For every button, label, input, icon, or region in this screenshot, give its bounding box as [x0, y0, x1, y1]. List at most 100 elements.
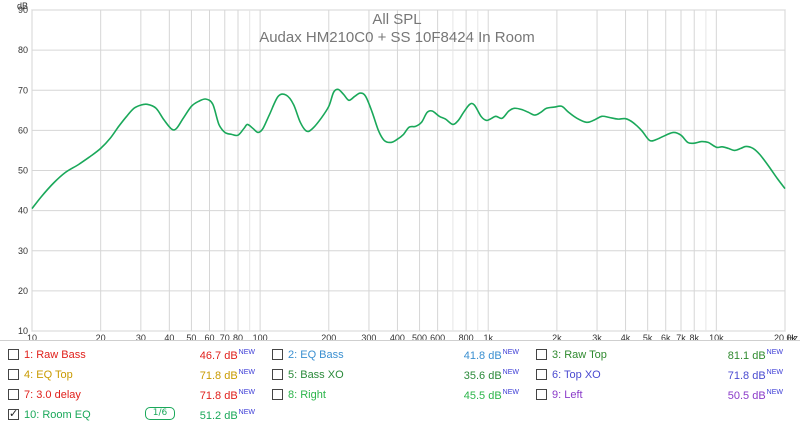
x-tick-label: 30 — [136, 333, 146, 340]
x-tick-label: 1k — [483, 333, 493, 340]
legend-value: 71.8 dBNEW — [728, 369, 783, 382]
legend-item[interactable]: 2: EQ Bass 41.8 dBNEW — [272, 346, 527, 364]
x-tick-label: 3k — [592, 333, 602, 340]
smoothing-badge[interactable]: 1/6 — [145, 407, 175, 420]
legend-label: 5: Bass XO — [288, 369, 344, 381]
legend-value-text: 35.6 dB — [463, 370, 502, 382]
legend-checkbox[interactable] — [8, 369, 19, 380]
legend-new-badge: NEW — [238, 409, 255, 416]
y-tick-label: 20 — [18, 286, 28, 296]
legend-value-text: 71.8 dB — [199, 370, 238, 382]
y-axis-unit: dB — [17, 1, 28, 11]
chart-subtitle: Audax HM210C0 + SS 10F8424 In Room — [259, 29, 535, 46]
x-tick-label: 70 — [220, 333, 230, 340]
legend-value-text: 51.2 dB — [199, 410, 238, 422]
legend-value-text: 41.8 dB — [463, 350, 502, 362]
y-tick-label: 80 — [18, 45, 28, 55]
legend-value: 71.8 dBNEW — [200, 369, 255, 382]
legend-item[interactable]: 8: Right 45.5 dBNEW — [272, 386, 527, 404]
legend-value-text: 81.1 dB — [727, 350, 766, 362]
legend-checkbox[interactable] — [272, 369, 283, 380]
legend-item[interactable]: 10: Room EQ 1/6 51.2 dBNEW — [8, 406, 263, 424]
x-tick-label: 20.0k — [774, 333, 797, 340]
legend-new-badge: NEW — [766, 369, 783, 376]
x-tick-label: 100 — [253, 333, 268, 340]
legend-value: 41.8 dBNEW — [464, 349, 519, 362]
legend-checkbox[interactable] — [272, 349, 283, 360]
legend-item[interactable]: 4: EQ Top 71.8 dBNEW — [8, 366, 263, 384]
x-tick-label: 4k — [621, 333, 631, 340]
legend-new-badge: NEW — [766, 389, 783, 396]
x-tick-label: 300 — [361, 333, 376, 340]
legend-item[interactable]: 9: Left 50.5 dBNEW — [536, 386, 791, 404]
legend-label: 6: Top XO — [552, 369, 601, 381]
legend-value-text: 46.7 dB — [199, 350, 238, 362]
legend-label: 9: Left — [552, 389, 583, 401]
legend-item[interactable]: 6: Top XO 71.8 dBNEW — [536, 366, 791, 384]
legend-label: 2: EQ Bass — [288, 349, 344, 361]
x-tick-label: 500 — [412, 333, 427, 340]
x-tick-label: 40 — [164, 333, 174, 340]
series-line-room-eq — [31, 88, 786, 210]
legend-item[interactable]: 5: Bass XO 35.6 dBNEW — [272, 366, 527, 384]
x-tick-label: 7k — [676, 333, 686, 340]
x-tick-label: 5k — [643, 333, 653, 340]
x-tick-label: 8k — [689, 333, 699, 340]
x-tick-label: 600 — [430, 333, 445, 340]
legend-item[interactable]: 3: Raw Top 81.1 dBNEW — [536, 346, 791, 364]
legend-panel: 1: Raw Bass 46.7 dBNEW 2: EQ Bass 41.8 dBNE… — [0, 340, 800, 429]
legend-label: 8: Right — [288, 389, 326, 401]
x-tick-label: 800 — [459, 333, 474, 340]
legend-label: 1: Raw Bass — [24, 349, 86, 361]
y-tick-label: 90 — [18, 5, 28, 15]
legend-new-badge: NEW — [238, 349, 255, 356]
legend-checkbox[interactable] — [536, 389, 547, 400]
legend-value: 81.1 dBNEW — [728, 349, 783, 362]
x-tick-label: 200 — [321, 333, 336, 340]
legend-label: 3: Raw Top — [552, 349, 607, 361]
x-tick-label: 60 — [204, 333, 214, 340]
x-tick-label: 20 — [96, 333, 106, 340]
y-tick-label: 10 — [18, 326, 28, 336]
legend-checkbox[interactable] — [8, 407, 19, 420]
legend-value: 45.5 dBNEW — [464, 389, 519, 402]
legend-checkbox[interactable] — [536, 369, 547, 380]
y-tick-label: 60 — [18, 125, 28, 135]
x-tick-label: 2k — [552, 333, 562, 340]
legend-new-badge: NEW — [238, 389, 255, 396]
legend-checkbox[interactable] — [536, 349, 547, 360]
legend-checkbox[interactable] — [8, 389, 19, 400]
legend-item[interactable]: 7: 3.0 delay 71.8 dBNEW — [8, 386, 263, 404]
legend-value-text: 71.8 dB — [727, 370, 766, 382]
legend-checkbox[interactable] — [272, 389, 283, 400]
legend-new-badge: NEW — [238, 369, 255, 376]
x-tick-label: 400 — [390, 333, 405, 340]
legend-new-badge: NEW — [766, 349, 783, 356]
legend-label: 10: Room EQ — [24, 409, 91, 421]
legend-checkbox[interactable] — [8, 349, 19, 360]
legend-value: 35.6 dBNEW — [464, 369, 519, 382]
legend-value-text: 45.5 dB — [463, 390, 502, 402]
y-tick-label: 40 — [18, 206, 28, 216]
x-axis-unit: Hz — [787, 333, 798, 340]
y-tick-label: 70 — [18, 85, 28, 95]
legend-item[interactable]: 1: Raw Bass 46.7 dBNEW — [8, 346, 263, 364]
legend-label: 7: 3.0 delay — [24, 389, 81, 401]
legend-new-badge: NEW — [502, 349, 519, 356]
y-tick-label: 50 — [18, 166, 28, 176]
legend-value: 46.7 dBNEW — [200, 349, 255, 362]
legend-value: 71.8 dBNEW — [200, 389, 255, 402]
legend-label: 4: EQ Top — [24, 369, 73, 381]
chart-title: All SPL — [372, 11, 421, 28]
y-tick-label: 30 — [18, 246, 28, 256]
legend-value-text: 71.8 dB — [199, 390, 238, 402]
spl-chart[interactable]: 10 20 30 40 50 60 70 80 90 10 20 30 40 50 60 70 80 100 200… — [0, 0, 800, 340]
legend-value: 50.5 dBNEW — [728, 389, 783, 402]
x-tick-label: 50 — [186, 333, 196, 340]
x-tick-label: 80 — [233, 333, 243, 340]
legend-new-badge: NEW — [502, 369, 519, 376]
legend-value-text: 50.5 dB — [727, 390, 766, 402]
x-tick-label: 10k — [709, 333, 724, 340]
x-tick-label: 6k — [661, 333, 671, 340]
